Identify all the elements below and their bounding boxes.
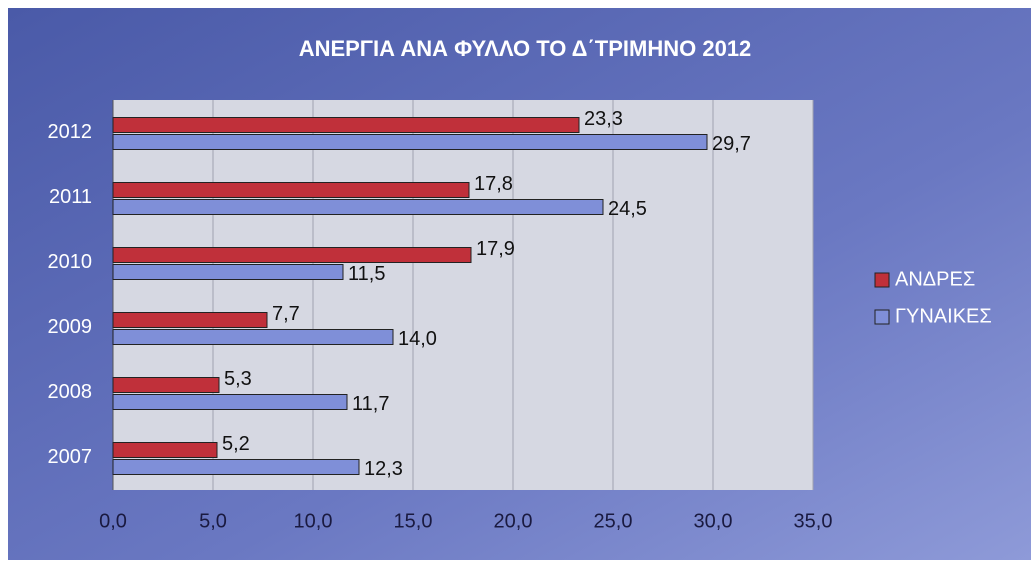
y-tick-label: 2009 (48, 316, 93, 338)
bar (112, 264, 344, 280)
data-label: 12,3 (364, 458, 403, 480)
bar (112, 459, 360, 475)
x-tick-label: 5,0 (199, 510, 227, 532)
y-tick-label: 2011 (49, 186, 92, 208)
legend-label: ΑΝΔΡΕΣ (895, 268, 975, 290)
bar (112, 117, 580, 133)
x-tick-label: 10,0 (294, 510, 333, 532)
bar (112, 312, 268, 328)
y-tick-label: 2008 (48, 381, 93, 403)
legend-label: ΓΥΝΑΙΚΕΣ (895, 305, 992, 327)
bar (112, 134, 708, 150)
x-tick-label: 25,0 (594, 510, 633, 532)
x-tick-label: 0,0 (99, 510, 127, 532)
bar (112, 329, 394, 345)
bar (112, 377, 220, 393)
bar (112, 199, 604, 215)
data-label: 5,3 (224, 368, 252, 390)
y-tick-label: 2010 (48, 251, 93, 273)
bar (112, 394, 348, 410)
bar (112, 247, 472, 263)
legend-swatch (874, 309, 890, 325)
data-label: 11,5 (348, 263, 385, 285)
y-tick-label: 2007 (48, 446, 93, 468)
x-tick-label: 20,0 (494, 510, 533, 532)
y-tick-label: 2012 (48, 121, 93, 143)
data-label: 17,8 (474, 173, 513, 195)
data-label: 29,7 (712, 133, 751, 155)
data-label: 14,0 (398, 328, 437, 350)
data-label: 23,3 (584, 108, 623, 130)
data-label: 24,5 (608, 198, 647, 220)
data-label: 7,7 (272, 303, 300, 325)
bar (112, 442, 218, 458)
chart-title: ΑΝΕΡΓΙΑ ΑΝΑ ΦΥΛΛΟ ΤΟ Δ΄ΤΡΙΜΗΝΟ 2012 (299, 36, 752, 61)
plot-area (113, 100, 813, 490)
bar (112, 182, 470, 198)
data-label: 11,7 (352, 393, 389, 415)
x-tick-label: 15,0 (394, 510, 433, 532)
data-label: 17,9 (476, 238, 515, 260)
x-tick-label: 35,0 (794, 510, 833, 532)
x-tick-label: 30,0 (694, 510, 733, 532)
legend-swatch (874, 272, 890, 288)
data-label: 5,2 (222, 433, 250, 455)
